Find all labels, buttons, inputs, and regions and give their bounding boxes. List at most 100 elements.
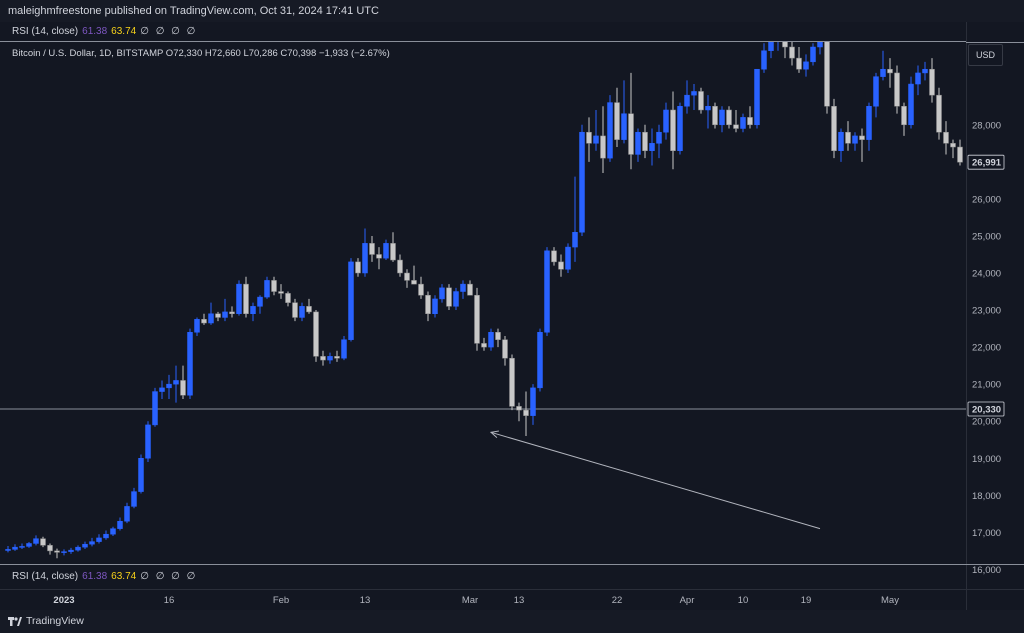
candle [537, 328, 543, 392]
candle-body-down [789, 46, 795, 59]
candle-body-up [432, 298, 438, 315]
x-tick-label: 10 [738, 595, 749, 606]
rsi-legend-top[interactable]: RSI (14, close) 61.38 63.74 ∅ ∅ ∅ ∅ [0, 22, 966, 42]
candle [943, 121, 949, 155]
candle-body-down [551, 250, 557, 263]
candle [82, 541, 88, 550]
candle [404, 269, 410, 288]
candle [222, 298, 228, 322]
candle-body-up [341, 339, 347, 359]
candle [894, 65, 900, 114]
x-tick-label: 16 [164, 595, 175, 606]
last-price-label-text: 26,991 [972, 158, 1002, 169]
rsi-value-1: 61.38 [82, 571, 108, 582]
candle [411, 265, 417, 285]
candle-body-up [257, 296, 263, 307]
candle [138, 454, 144, 494]
candle [299, 302, 305, 322]
candle [362, 228, 368, 277]
candle-body-up [677, 106, 683, 151]
candle [614, 87, 620, 148]
candle [495, 328, 501, 348]
candle-body-down [47, 545, 53, 552]
candle [873, 72, 879, 118]
candle-body-down [516, 406, 522, 411]
candle-body-up [488, 332, 494, 348]
candle [712, 102, 718, 129]
candle-body-down [950, 143, 956, 148]
candle-body-down [285, 293, 291, 303]
candle-body-down [481, 343, 487, 348]
candle [180, 365, 186, 399]
candle [327, 352, 333, 364]
candle-body-up [656, 131, 662, 144]
candle-body-up [663, 109, 669, 133]
candle-body-down [404, 272, 410, 281]
candle [278, 284, 284, 299]
candle [579, 124, 585, 236]
x-tick-label: 13 [360, 595, 371, 606]
candle [306, 298, 312, 314]
candle [670, 91, 676, 170]
candle [355, 258, 361, 277]
candle [229, 306, 235, 318]
rsi-value-1: 61.38 [82, 26, 108, 37]
candle [593, 109, 599, 151]
candle [635, 128, 641, 162]
candle-body-up [838, 131, 844, 151]
candle-body-up [908, 83, 914, 126]
candle-body-down [628, 113, 634, 155]
candle-body-down [397, 259, 403, 274]
candle-body-down [901, 106, 907, 126]
candle [838, 128, 844, 162]
candle [208, 302, 214, 325]
candle [432, 295, 438, 318]
candle [201, 313, 207, 325]
candle [649, 128, 655, 166]
candle-body-up [754, 68, 760, 126]
currency-button[interactable]: USD [968, 44, 1003, 66]
candle-body-up [110, 528, 116, 535]
footer-brand: TradingView [26, 615, 84, 627]
candle-body-down [467, 283, 473, 296]
candle [845, 121, 851, 151]
candle-body-up [19, 546, 25, 548]
candle [852, 132, 858, 151]
candle-body-up [776, 36, 781, 40]
x-tick-label: Apr [680, 595, 695, 606]
candle [810, 43, 816, 66]
candle-body-up [5, 549, 11, 551]
candle-body-up [222, 311, 228, 318]
candle-body-up [852, 135, 858, 144]
candle [551, 247, 557, 266]
candle [397, 254, 403, 277]
candle-body-up [327, 356, 333, 361]
rsi-legend-bottom[interactable]: RSI (14, close) 61.38 63.74 ∅ ∅ ∅ ∅ [0, 564, 966, 589]
y-tick-label: 19,000 [972, 454, 1001, 465]
candle [194, 317, 200, 336]
candle [768, 42, 774, 59]
candle-body-up [649, 143, 655, 151]
x-tick-label: 13 [514, 595, 525, 606]
candle-body-down [229, 311, 235, 315]
candle-body-up [236, 283, 242, 315]
candle-body-down [446, 287, 452, 307]
candle [54, 548, 60, 559]
candle-body-up [803, 61, 809, 70]
candle-body-down [936, 94, 942, 133]
candle [733, 109, 739, 133]
candle-body-down [831, 106, 837, 151]
candle [341, 335, 347, 361]
candle-body-down [614, 102, 620, 140]
candle-body-up [159, 387, 165, 392]
candle-body-up [96, 537, 102, 542]
candle [516, 402, 522, 422]
y-tick-label: 26,000 [972, 194, 1001, 205]
candle [929, 58, 935, 103]
y-tick-label: 25,000 [972, 231, 1001, 242]
candle-body-down [600, 135, 606, 159]
publisher-line: maleighmfreestone published on TradingVi… [8, 5, 379, 17]
candle [831, 98, 837, 159]
candle-body-up [880, 68, 886, 77]
